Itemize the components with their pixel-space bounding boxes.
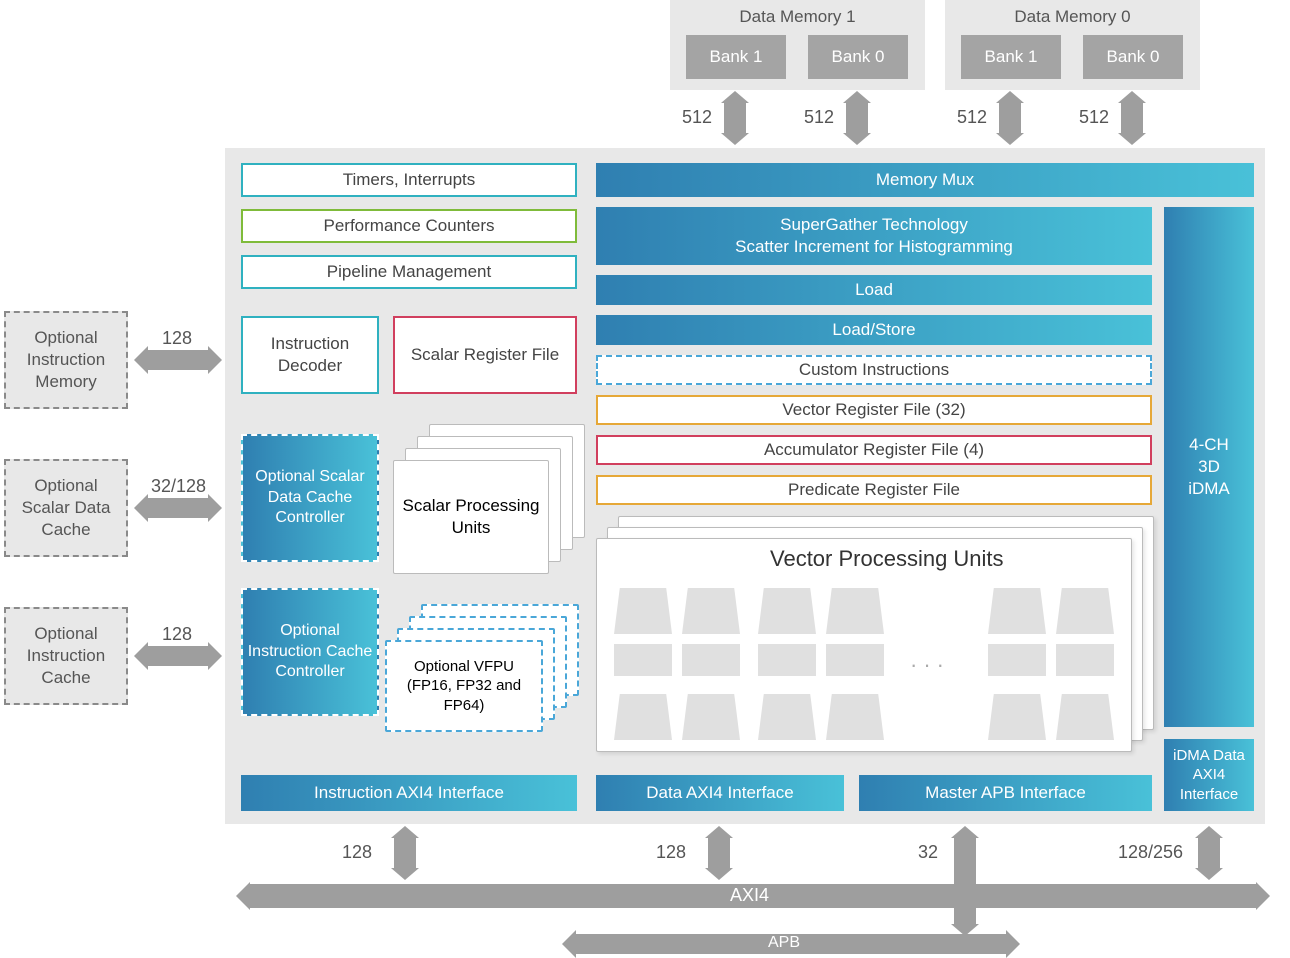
memory-mux: Memory Mux [596, 163, 1254, 197]
vpu-ellipsis: ··· [910, 652, 950, 678]
vpu-cell [682, 694, 740, 740]
w-scalar-cache: 32/128 [151, 476, 206, 497]
vpu-cell [826, 694, 884, 740]
vpu-cell [614, 644, 672, 676]
vpu-cell [988, 588, 1046, 634]
w-idma-axi: 128/256 [1118, 842, 1183, 863]
w-dm1-b1: 512 [682, 107, 712, 128]
apb-label: APB [768, 934, 800, 952]
vpu-cell [988, 644, 1046, 676]
w-dm0-b1: 512 [957, 107, 987, 128]
arrow-dm1-b1 [724, 103, 746, 133]
master-apb: Master APB Interface [859, 775, 1152, 811]
arrow-master-apb [954, 838, 976, 924]
dm1-title: Data Memory 1 [739, 6, 855, 28]
vpu-cell [682, 644, 740, 676]
w-data-axi: 128 [656, 842, 686, 863]
arrow-data-axi [708, 838, 730, 868]
vpu-cell [614, 694, 672, 740]
scalar-regfile: Scalar Register File [393, 316, 577, 394]
arrow-instr-cache [148, 646, 208, 666]
arrow-instr-mem [148, 350, 208, 370]
arrow-dm1-b0 [846, 103, 868, 133]
arrow-dm0-b1 [999, 103, 1021, 133]
dm0-bank0: Bank 0 [1083, 35, 1183, 79]
data-axi: Data AXI4 Interface [596, 775, 844, 811]
arrow-idma-axi [1198, 838, 1220, 868]
idma-axi: iDMA Data AXI4 Interface [1164, 739, 1254, 811]
arrow-instr-axi [394, 838, 416, 868]
vpu-cell [988, 694, 1046, 740]
dm0-title: Data Memory 0 [1014, 6, 1130, 28]
w-instr-cache: 128 [162, 624, 192, 645]
opt-instr-ctrl: Optional Instruction Cache Controller [241, 588, 379, 716]
vpu-cell [826, 644, 884, 676]
vpu-cell [614, 588, 672, 634]
opt-scalar-cache: Optional Scalar Data Cache [4, 459, 128, 557]
opt-instr-cache: Optional Instruction Cache [4, 607, 128, 705]
pipeline-mgmt: Pipeline Management [241, 255, 577, 289]
accum-regfile: Accumulator Register File (4) [596, 435, 1152, 465]
instr-axi: Instruction AXI4 Interface [241, 775, 577, 811]
w-instr-axi: 128 [342, 842, 372, 863]
scalar-pu-stack: Scalar Processing Units [393, 424, 591, 578]
w-dm0-b0: 512 [1079, 107, 1109, 128]
opt-vfpu-stack: Optional VFPU (FP16, FP32 and FP64) [385, 604, 595, 734]
arrow-dm0-b0 [1121, 103, 1143, 133]
vpu-cell [758, 588, 816, 634]
instr-decoder: Instruction Decoder [241, 316, 379, 394]
custom-instr: Custom Instructions [596, 355, 1152, 385]
dm0-bank1: Bank 1 [961, 35, 1061, 79]
load: Load [596, 275, 1152, 305]
vpu-cell [1056, 588, 1114, 634]
arrow-scalar-cache [148, 498, 208, 518]
loadstore: Load/Store [596, 315, 1152, 345]
timers: Timers, Interrupts [241, 163, 577, 197]
dm1-bank1: Bank 1 [686, 35, 786, 79]
opt-scalar-ctrl: Optional Scalar Data Cache Controller [241, 434, 379, 562]
axi4-label: AXI4 [730, 885, 769, 906]
w-dm1-b0: 512 [804, 107, 834, 128]
vector-regfile: Vector Register File (32) [596, 395, 1152, 425]
vpu-cell [826, 588, 884, 634]
vpu-cell [758, 644, 816, 676]
vpu-cell [1056, 644, 1114, 676]
dm1-bank0: Bank 0 [808, 35, 908, 79]
vpu-title: Vector Processing Units [770, 546, 1004, 572]
predicate-regfile: Predicate Register File [596, 475, 1152, 505]
supergather: SuperGather Technology Scatter Increment… [596, 207, 1152, 265]
opt-instr-mem: Optional Instruction Memory [4, 311, 128, 409]
vpu-cell [682, 588, 740, 634]
w-instr-mem: 128 [162, 328, 192, 349]
perf-counters: Performance Counters [241, 209, 577, 243]
vpu-cell [1056, 694, 1114, 740]
w-master-apb: 32 [918, 842, 938, 863]
vpu-cell [758, 694, 816, 740]
idma: 4-CH 3D iDMA [1164, 207, 1254, 727]
